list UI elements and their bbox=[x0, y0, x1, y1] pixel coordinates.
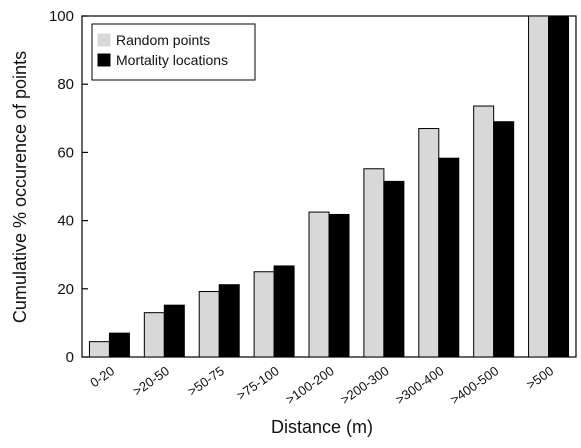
bar-mortality-locations bbox=[163, 304, 185, 358]
bar-mortality-locations bbox=[438, 157, 460, 358]
legend-box bbox=[91, 23, 256, 81]
x-tick-label: >200-300 bbox=[338, 363, 392, 407]
bar-random-points bbox=[88, 341, 110, 358]
bar-mortality-locations bbox=[548, 15, 570, 358]
bar-mortality-locations bbox=[218, 284, 240, 358]
bar-random-points bbox=[528, 15, 550, 358]
bar-mortality-locations bbox=[108, 332, 130, 358]
x-tick-label: >300-400 bbox=[393, 363, 447, 407]
x-axis-title: Distance (m) bbox=[271, 417, 373, 437]
bar-mortality-locations bbox=[493, 121, 515, 358]
y-tick-label: 20 bbox=[57, 281, 74, 298]
legend-swatch bbox=[97, 53, 111, 67]
legend-swatch bbox=[97, 33, 111, 47]
x-tick-label: >500 bbox=[524, 363, 557, 392]
y-tick-label: 40 bbox=[57, 213, 74, 230]
y-axis-title: Cumulative % occurence of points bbox=[10, 51, 30, 323]
legend-label: Random points bbox=[116, 32, 210, 48]
y-tick-label: 0 bbox=[66, 349, 74, 366]
y-tick-label: 100 bbox=[49, 8, 74, 25]
x-tick-label: >50-75 bbox=[185, 363, 227, 399]
legend-label: Mortality locations bbox=[116, 52, 228, 68]
bar-mortality-locations bbox=[383, 180, 405, 358]
x-tick-label: 0-20 bbox=[87, 363, 117, 390]
bar-random-points bbox=[308, 211, 330, 358]
x-tick-label: >400-500 bbox=[447, 363, 501, 407]
y-tick-label: 80 bbox=[57, 76, 74, 93]
bar-random-points bbox=[473, 105, 495, 358]
x-tick-label: >75-100 bbox=[234, 363, 282, 403]
bar-random-points bbox=[253, 271, 275, 358]
x-tick-label: >100-200 bbox=[283, 363, 337, 407]
bar-random-points bbox=[198, 291, 220, 358]
bar-mortality-locations bbox=[328, 213, 350, 358]
bar-random-points bbox=[143, 312, 165, 358]
bar-mortality-locations bbox=[273, 265, 295, 358]
y-tick-label: 60 bbox=[57, 144, 74, 161]
bar-random-points bbox=[418, 128, 440, 358]
bar-random-points bbox=[363, 168, 385, 358]
x-tick-label: >20-50 bbox=[130, 363, 172, 399]
